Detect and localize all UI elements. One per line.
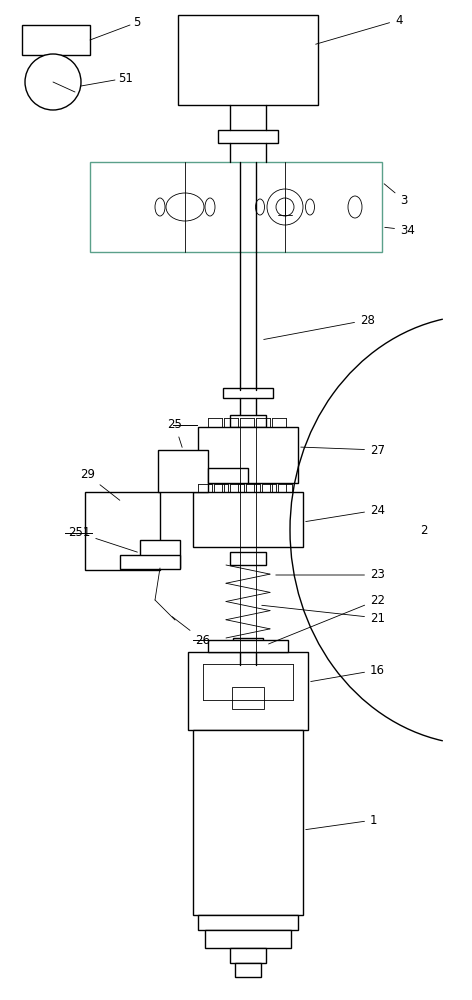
Ellipse shape — [166, 193, 204, 221]
Ellipse shape — [205, 198, 215, 216]
Bar — [233, 638, 263, 652]
Bar — [188, 652, 308, 730]
Bar — [205, 930, 291, 948]
Ellipse shape — [348, 196, 362, 218]
Bar — [198, 427, 298, 483]
Circle shape — [276, 198, 294, 216]
Text: 24: 24 — [306, 504, 385, 522]
Bar — [230, 948, 266, 963]
Ellipse shape — [305, 199, 314, 215]
Text: 5: 5 — [133, 15, 140, 28]
Text: 34: 34 — [385, 224, 415, 236]
Text: 251: 251 — [68, 526, 137, 552]
Text: 2: 2 — [420, 524, 428, 536]
Text: 16: 16 — [311, 664, 385, 682]
Bar — [22, 25, 90, 55]
Bar — [158, 450, 208, 492]
Circle shape — [267, 189, 303, 225]
Text: 23: 23 — [276, 568, 385, 582]
Text: 3: 3 — [384, 184, 407, 207]
Bar — [230, 552, 266, 565]
Text: 27: 27 — [301, 444, 385, 456]
Text: 4: 4 — [316, 13, 403, 44]
Bar — [120, 555, 180, 569]
Bar — [218, 130, 278, 143]
Text: 25: 25 — [168, 418, 183, 447]
Text: 21: 21 — [262, 605, 385, 624]
Ellipse shape — [155, 198, 165, 216]
Bar — [85, 492, 160, 570]
Bar — [235, 963, 261, 977]
Text: 28: 28 — [264, 314, 375, 339]
Text: 26: 26 — [172, 617, 210, 647]
Bar — [208, 640, 288, 652]
Circle shape — [25, 54, 81, 110]
Bar — [198, 915, 298, 930]
Text: 22: 22 — [269, 593, 385, 644]
Bar — [193, 730, 303, 915]
Bar — [90, 162, 382, 252]
Ellipse shape — [255, 199, 264, 215]
Text: 51: 51 — [118, 72, 133, 85]
Bar — [140, 540, 180, 568]
Bar — [232, 687, 264, 709]
Bar — [178, 15, 318, 105]
Text: 29: 29 — [80, 468, 120, 500]
Bar — [230, 415, 266, 427]
Bar — [193, 492, 303, 547]
Bar — [208, 468, 248, 483]
Text: 1: 1 — [306, 814, 378, 830]
Bar — [223, 388, 273, 398]
